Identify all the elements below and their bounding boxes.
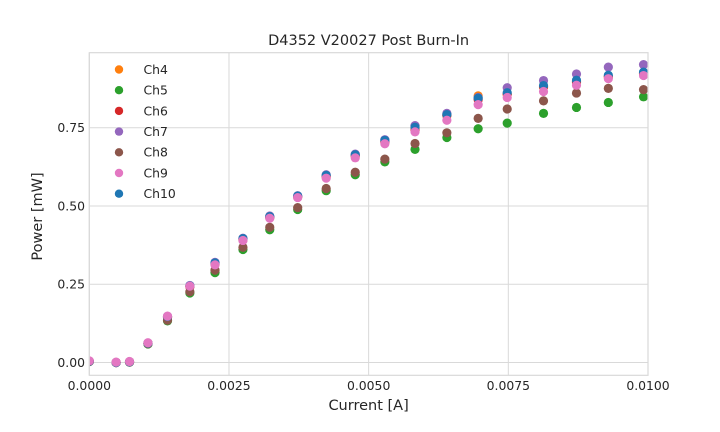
data-point	[238, 235, 248, 246]
y-tick-label: 0.75	[57, 120, 85, 135]
gridlines	[88, 52, 649, 376]
data-point	[571, 88, 582, 98]
data-point	[350, 167, 360, 177]
data-point	[410, 127, 420, 137]
y-tick-label: 0.25	[57, 277, 85, 292]
data-point	[442, 115, 452, 125]
data-point	[265, 222, 275, 232]
legend-label-ch6: Ch6	[144, 103, 169, 118]
series-ch9	[89, 70, 649, 367]
legend-label-ch7: Ch7	[144, 124, 168, 139]
data-point	[473, 124, 483, 134]
x-tick-label: 0.0075	[487, 378, 530, 393]
data-point	[111, 357, 121, 367]
data-point	[638, 59, 649, 70]
legend-marker-ch7	[114, 127, 124, 136]
data-point	[638, 85, 649, 95]
x-tick-label: 0.0025	[207, 378, 250, 393]
y-axis-label: Power [mW]	[30, 172, 46, 260]
legend-label-ch10: Ch10	[144, 186, 176, 201]
data-point	[473, 100, 483, 110]
legend-label-ch9: Ch9	[144, 165, 169, 180]
y-tick-labels: 0.00 0.25 0.50 0.75	[57, 120, 85, 370]
legend-label-ch5: Ch5	[144, 83, 168, 98]
data-point	[571, 80, 582, 90]
data-point	[143, 338, 153, 348]
data-point	[321, 173, 331, 183]
legend-marker-ch9	[114, 168, 124, 178]
data-point	[124, 356, 135, 367]
data-point	[265, 213, 275, 223]
legend-label-ch4: Ch4	[144, 62, 169, 77]
data-points	[89, 59, 649, 368]
data-point	[502, 118, 512, 128]
data-point	[571, 102, 582, 113]
chart-title: D4352 V20027 Post Burn-In	[268, 33, 469, 49]
data-point	[410, 138, 420, 149]
y-tick-label: 0.00	[57, 355, 85, 370]
data-point	[210, 260, 220, 270]
data-point	[185, 281, 195, 291]
data-point	[603, 62, 613, 72]
data-point	[473, 93, 483, 103]
legend: Ch4 Ch5 Ch6 Ch7 Ch8 Ch9 Ch10	[114, 62, 176, 201]
legend-marker-ch4	[114, 65, 124, 74]
data-point	[638, 70, 649, 81]
data-point	[538, 108, 549, 119]
x-tick-labels: 0.0000 0.0025 0.0050 0.0075 0.0100	[68, 378, 670, 393]
data-point	[442, 128, 452, 138]
legend-marker-ch8	[114, 148, 124, 157]
data-point	[293, 192, 303, 203]
data-point	[238, 242, 248, 252]
x-tick-label: 0.0050	[347, 378, 390, 393]
data-point	[538, 86, 549, 97]
legend-marker-ch6	[114, 106, 124, 116]
data-point	[603, 83, 613, 93]
data-point	[603, 74, 613, 84]
data-point	[603, 97, 613, 108]
data-point	[350, 153, 360, 163]
data-point	[502, 92, 512, 103]
x-tick-label: 0.0100	[626, 378, 669, 393]
data-point	[293, 202, 303, 213]
data-point	[502, 104, 512, 114]
data-point	[473, 113, 483, 124]
x-tick-label: 0.0000	[68, 378, 111, 393]
plot-border	[88, 52, 649, 376]
legend-marker-ch10	[114, 189, 124, 198]
x-axis-label: Current [A]	[328, 398, 408, 414]
data-point	[538, 96, 549, 106]
data-point	[89, 356, 94, 366]
data-point	[321, 183, 331, 194]
legend-label-ch8: Ch8	[144, 145, 169, 160]
y-tick-label: 0.50	[57, 198, 85, 213]
legend-marker-ch5	[114, 86, 124, 95]
data-point	[380, 154, 390, 164]
data-point	[162, 311, 173, 321]
data-point	[638, 92, 649, 102]
series-ch8	[89, 83, 649, 368]
data-point	[380, 139, 390, 149]
